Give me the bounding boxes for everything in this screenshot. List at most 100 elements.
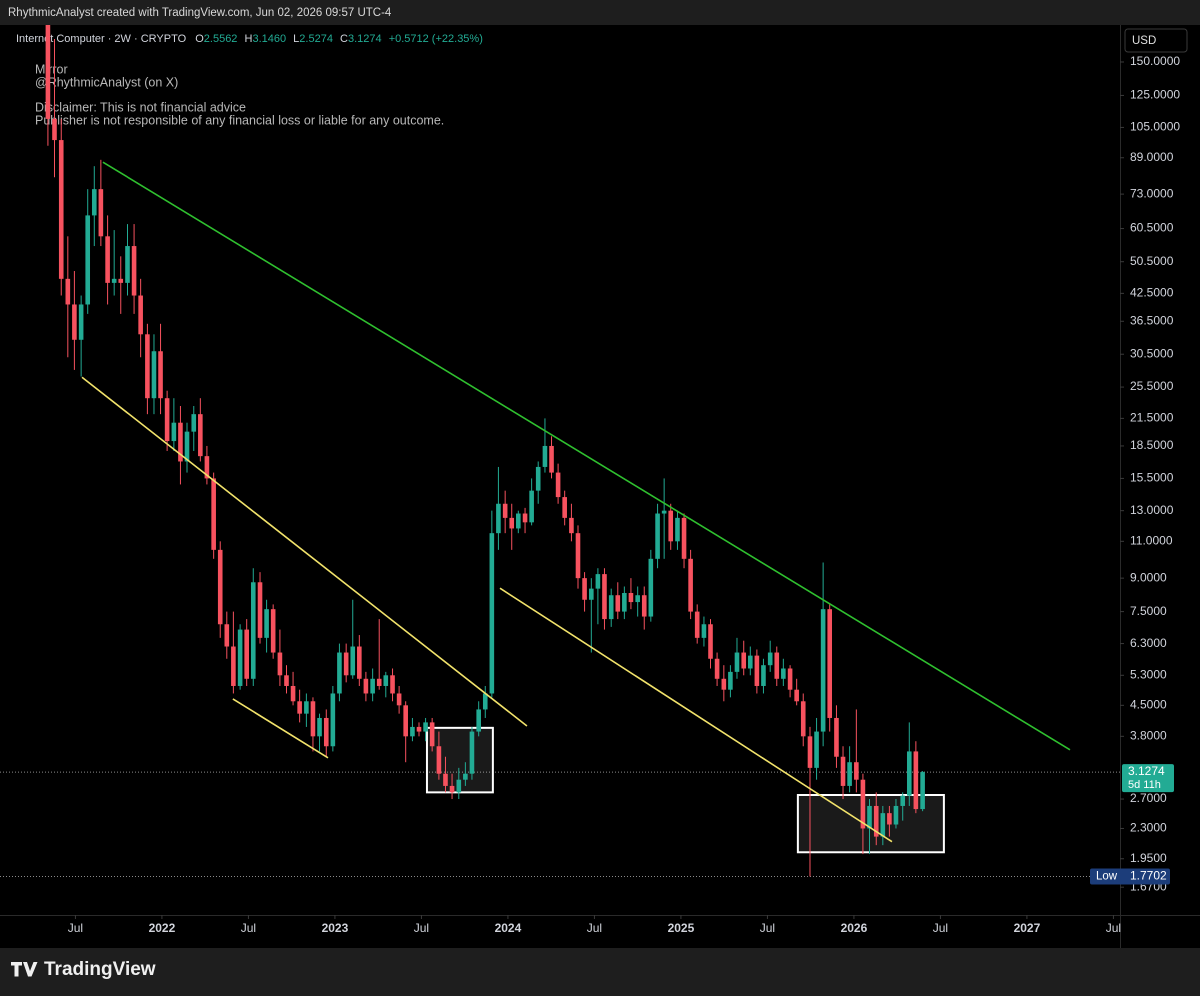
x-tick-label: 2027 [1014, 921, 1041, 935]
candle-body [820, 609, 826, 732]
candle-body [734, 652, 740, 672]
candle-body [416, 726, 422, 732]
low-key: Low [1096, 871, 1118, 883]
candle-body [337, 652, 342, 694]
candle-body [873, 805, 879, 837]
candle-body [171, 422, 177, 442]
currency-label[interactable]: USD [1132, 35, 1156, 47]
trend-line [499, 587, 893, 843]
candle-body [118, 278, 124, 283]
candle-body [767, 652, 773, 666]
ohlc-key: O [195, 33, 204, 45]
candle-body [781, 668, 786, 679]
candle-body [582, 578, 587, 600]
candle-body [357, 646, 362, 679]
candle-body [741, 652, 747, 669]
symbol: Internet Computer · 2W · CRYPTO [16, 33, 187, 45]
trend-line [81, 376, 528, 727]
candle-body [237, 629, 243, 686]
y-tick-label: 42.5000 [1130, 286, 1174, 300]
candle-body [913, 751, 919, 810]
candle-body [323, 717, 329, 747]
candle-body [509, 517, 515, 529]
y-tick-label: 1.9500 [1130, 851, 1167, 865]
chart-background [0, 25, 1200, 950]
candle-body [794, 689, 799, 702]
candle-body [814, 731, 819, 768]
candle-body [217, 549, 223, 625]
candle-body [125, 246, 130, 283]
top-bar [0, 0, 1200, 25]
candle-body [747, 655, 753, 669]
y-tick-label: 125.0000 [1130, 88, 1180, 102]
y-tick-label: 2.7000 [1130, 791, 1167, 805]
x-tick-label: Jul [1106, 921, 1121, 935]
y-tick-label: 89.0000 [1130, 150, 1174, 164]
candle-body [363, 678, 369, 694]
plot-area [0, 25, 1120, 877]
symbol-legend: Internet Computer · 2W · CRYPTO O2.5562 … [16, 33, 483, 45]
y-tick-label: 9.0000 [1130, 570, 1167, 584]
candle-body [65, 278, 71, 305]
candle-body [131, 246, 137, 296]
attribution: RhythmicAnalyst created with TradingView… [8, 7, 392, 19]
candle-body [456, 779, 462, 793]
candle-body [535, 466, 541, 491]
brand-name: TradingView [44, 959, 156, 980]
candle-body [489, 533, 495, 694]
candle-body [694, 611, 700, 638]
candle-body [383, 675, 389, 686]
candle-body [635, 595, 640, 603]
candle-body [708, 624, 713, 659]
ohlc-key: C [340, 33, 348, 45]
candle-body [529, 490, 534, 523]
x-tick-label: Jul [933, 921, 948, 935]
candle-body [145, 334, 150, 399]
candle-body [714, 658, 720, 679]
x-tick-label: Jul [587, 921, 602, 935]
candle-body [151, 351, 157, 399]
candle-body [158, 351, 163, 399]
y-tick-label: 3.8000 [1130, 729, 1167, 743]
last-price-label: 3.1274 [1128, 764, 1165, 778]
candle-body [502, 503, 508, 518]
brand-logo [11, 962, 38, 977]
y-tick-label: 4.5000 [1130, 697, 1167, 711]
candle-body [595, 574, 601, 589]
x-tick-label: 2024 [495, 921, 522, 935]
trend-line [232, 698, 329, 759]
candle-body [562, 497, 567, 518]
candle-body [78, 304, 84, 340]
x-tick-label: 2025 [668, 921, 695, 935]
candle-body [675, 517, 680, 542]
candle-body [602, 574, 607, 620]
candle-body [429, 722, 435, 747]
y-tick-label: 30.5000 [1130, 346, 1174, 360]
candle-body [496, 503, 501, 534]
ohlc-value: 2.5562 [204, 33, 238, 45]
candle-body [661, 510, 667, 514]
candle-body [198, 414, 203, 457]
y-tick-label: 60.5000 [1130, 221, 1174, 235]
note: Publisher is not responsible of any fina… [35, 113, 444, 127]
candle-body [555, 472, 561, 498]
y-tick-label: 25.5000 [1130, 379, 1174, 393]
y-tick-label: 13.0000 [1130, 503, 1174, 517]
change: +0.5712 (+22.35%) [389, 33, 483, 45]
candle-body [721, 678, 727, 690]
candle-body [900, 795, 906, 806]
x-tick-label: Jul [414, 921, 429, 935]
candle-body [330, 693, 336, 747]
candle-body [681, 517, 687, 559]
candle-body [641, 595, 647, 617]
x-tick-label: 2022 [149, 921, 176, 935]
currency-button[interactable] [1124, 28, 1188, 53]
note: @RhythmicAnalyst (on X) [35, 75, 178, 89]
candle-body [105, 236, 110, 283]
candle-body [542, 445, 548, 467]
candle-body [91, 189, 97, 216]
candle-body [423, 722, 428, 732]
candle-body [847, 762, 852, 786]
candle-body [436, 746, 442, 774]
